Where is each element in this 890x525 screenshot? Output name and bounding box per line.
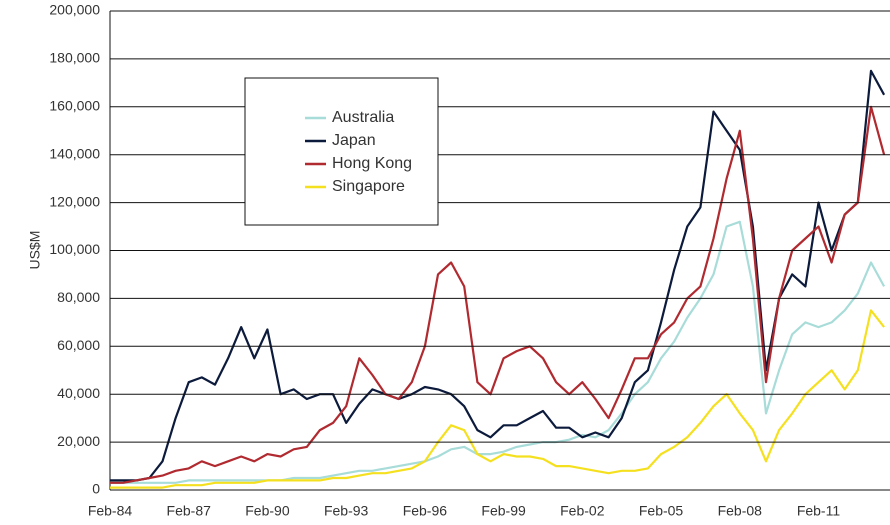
x-tick-label: Feb-99 bbox=[481, 503, 526, 519]
legend-label: Singapore bbox=[332, 178, 405, 195]
series-line bbox=[110, 105, 886, 484]
x-tick-label: Feb-11 bbox=[797, 503, 841, 519]
y-tick-label: 120,000 bbox=[49, 193, 100, 209]
y-axis-label: US$M bbox=[27, 231, 43, 270]
legend-label: Japan bbox=[332, 132, 376, 149]
y-tick-label: 180,000 bbox=[49, 50, 100, 66]
y-tick-label: 40,000 bbox=[57, 385, 100, 401]
x-tick-label: Feb-87 bbox=[167, 503, 212, 519]
series-line bbox=[110, 220, 886, 484]
x-tick-label: Feb-84 bbox=[88, 503, 133, 519]
y-tick-label: 100,000 bbox=[49, 241, 100, 257]
x-tick-label: Feb-90 bbox=[245, 503, 290, 519]
y-tick-label: 160,000 bbox=[49, 98, 100, 114]
x-tick-label: Feb-96 bbox=[403, 503, 448, 519]
y-tick-label: 200,000 bbox=[49, 2, 100, 18]
series-line bbox=[110, 309, 885, 489]
legend-label: Hong Kong bbox=[332, 155, 412, 172]
y-tick-label: 60,000 bbox=[57, 337, 100, 353]
y-tick-label: 80,000 bbox=[57, 289, 100, 305]
legend-label: Australia bbox=[332, 109, 394, 126]
legend-box bbox=[244, 77, 439, 226]
plot bbox=[110, 69, 886, 489]
y-tick-label: 140,000 bbox=[49, 145, 100, 161]
x-tick-label: Feb-08 bbox=[718, 503, 763, 519]
x-tick-label: Feb-93 bbox=[324, 503, 369, 519]
x-tick-label: Feb-02 bbox=[560, 503, 605, 519]
series-line bbox=[110, 69, 886, 482]
y-tick-label: 0 bbox=[92, 481, 100, 497]
y-tick-label: 20,000 bbox=[57, 433, 100, 449]
x-tick-label: Feb-05 bbox=[639, 503, 684, 519]
